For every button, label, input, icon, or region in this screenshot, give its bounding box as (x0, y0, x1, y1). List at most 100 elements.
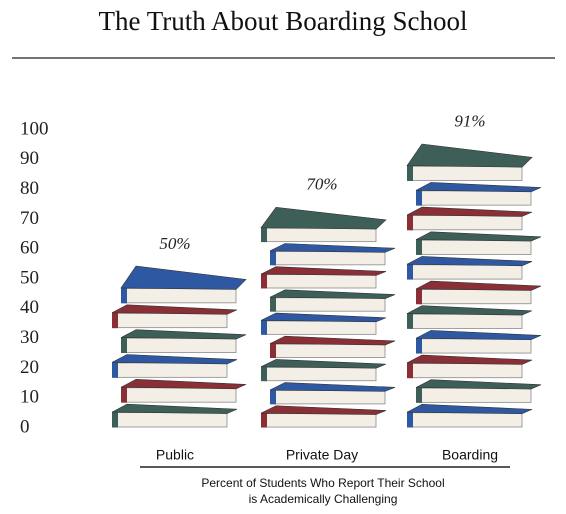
value-label: 91% (454, 112, 485, 131)
book-cover (260, 207, 387, 230)
book-cover (260, 405, 387, 415)
book-spine (416, 189, 422, 206)
y-tick-label: 80 (20, 178, 39, 199)
bar (111, 265, 247, 428)
book-pages (123, 337, 237, 353)
book-spine (112, 411, 118, 428)
book-pages (272, 343, 386, 358)
book-spine (407, 214, 413, 231)
x-tick-label: Boarding (442, 447, 498, 463)
book-cover (120, 329, 247, 340)
y-tick-label: 10 (20, 387, 39, 408)
book-cover (260, 266, 387, 276)
book-pages (409, 165, 523, 181)
book-spine (270, 343, 276, 359)
x-tick-label: Public (156, 447, 194, 463)
x-tick-label: Private Day (286, 447, 358, 463)
book-spine (112, 312, 118, 329)
book-cover (406, 206, 533, 217)
x-axis-label: is Academically Challenging (249, 492, 398, 506)
book-spine (121, 287, 127, 304)
book-pages (263, 366, 377, 382)
book-cover (406, 354, 533, 365)
book-cover (415, 379, 542, 390)
book-spine (112, 361, 118, 378)
book-pages (263, 274, 377, 289)
book-spine (270, 389, 276, 405)
book-cover (111, 304, 238, 315)
value-label: 50% (159, 234, 190, 253)
book-pages (263, 227, 377, 243)
book-cover (120, 265, 247, 290)
book-pages (114, 412, 228, 428)
chart-title: The Truth About Boarding School (98, 6, 467, 36)
book-cover (415, 182, 542, 193)
book-spine (270, 250, 276, 266)
book-pages (114, 362, 228, 378)
book-pages (272, 250, 386, 266)
book-pages (409, 412, 523, 428)
y-tick-label: 100 (20, 118, 49, 139)
book-cover (260, 359, 387, 369)
book-cover (269, 382, 396, 392)
book-spine (407, 263, 413, 280)
book-pages (263, 320, 377, 335)
book-spine (407, 313, 413, 329)
book-pages (418, 239, 532, 255)
book-spine (407, 411, 413, 428)
book-cover (120, 379, 247, 390)
book-pages (272, 297, 386, 312)
book-spine (261, 319, 267, 335)
book-cover (415, 330, 542, 341)
book-cover (269, 289, 396, 299)
book-spine (416, 239, 422, 255)
book-spine (416, 387, 422, 403)
book-spine (261, 366, 267, 382)
bar (406, 143, 542, 428)
y-tick-label: 60 (20, 238, 39, 259)
book-cover (415, 231, 542, 242)
book-cover (406, 143, 533, 168)
book-pages (418, 190, 532, 206)
book-cover (406, 305, 533, 316)
book-cover (111, 403, 238, 414)
book-spine (407, 165, 413, 181)
book-spine (121, 386, 127, 403)
value-label: 70% (306, 174, 337, 193)
book-cover (415, 280, 542, 291)
book-spine (407, 362, 413, 379)
y-tick-label: 70 (20, 208, 39, 229)
book-spine (416, 288, 422, 305)
y-tick-label: 50 (20, 267, 39, 288)
bar (260, 207, 396, 428)
book-pages (409, 264, 523, 280)
book-spine (270, 296, 276, 312)
book-pages (263, 413, 377, 428)
book-pages (418, 387, 532, 403)
book-pages (123, 288, 237, 304)
book-cover (269, 243, 396, 253)
book-cover (260, 312, 387, 323)
book-pages (114, 312, 228, 329)
book-pages (418, 338, 532, 354)
book-cover (406, 404, 533, 415)
book-spine (261, 412, 267, 428)
book-spine (416, 337, 422, 354)
book-cover (406, 256, 533, 267)
book-spine (261, 227, 267, 243)
book-pages (123, 387, 237, 403)
book-spine (121, 337, 127, 354)
book-cover (269, 335, 396, 346)
y-tick-label: 40 (20, 297, 39, 318)
book-pages (409, 313, 523, 329)
book-pages (409, 363, 523, 379)
y-tick-label: 0 (20, 416, 30, 437)
book-pages (409, 215, 523, 231)
book-pages (418, 289, 532, 305)
book-spine (261, 273, 267, 289)
x-axis-label: Percent of Students Who Report Their Sch… (201, 476, 444, 490)
y-tick-label: 30 (20, 327, 39, 348)
y-tick-label: 90 (20, 148, 39, 169)
book-pages (272, 390, 386, 405)
